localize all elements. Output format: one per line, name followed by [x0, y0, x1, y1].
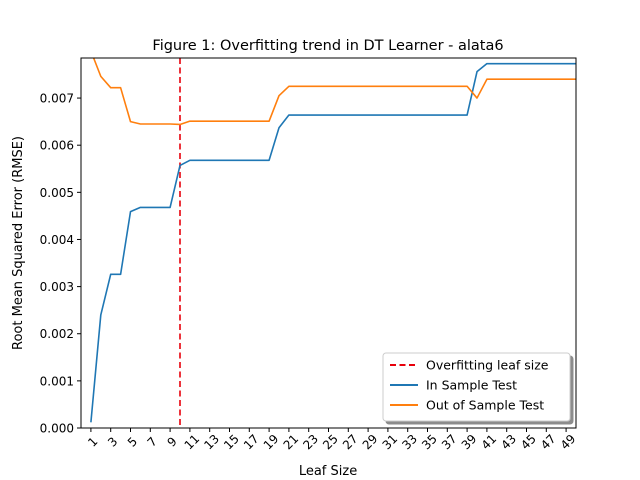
legend-label-out-sample: Out of Sample Test — [426, 398, 544, 413]
y-tick-label: 0.005 — [40, 186, 74, 200]
x-tick-label: 13 — [201, 432, 222, 453]
series-layer — [90, 58, 576, 428]
x-tick-label: 43 — [498, 432, 519, 453]
x-tick-label: 31 — [380, 432, 401, 453]
x-tick-label: 27 — [340, 432, 361, 453]
legend-label-vline: Overfitting leaf size — [426, 358, 549, 373]
y-axis: 0.000 0.001 0.002 0.003 0.004 0.005 0.006 0.007 — [40, 92, 81, 436]
x-tick-label: 23 — [300, 432, 321, 453]
legend-label-in-sample: In Sample Test — [426, 378, 517, 393]
y-axis-label: Root Mean Squared Error (RMSE) — [11, 136, 26, 350]
x-tick-label: 19 — [261, 432, 282, 453]
x-tick-label: 21 — [281, 432, 302, 453]
series-line-out-sample — [92, 58, 576, 126]
x-axis: 1 3 5 7 9 11 13 15 17 19 21 23 25 27 29 31 33 35 37 39 41 43 4… — [85, 428, 578, 452]
y-tick-label: 0.001 — [40, 374, 74, 388]
x-tick-label: 7 — [145, 434, 160, 449]
x-tick-label: 35 — [419, 432, 440, 453]
y-tick-label: 0.000 — [40, 422, 74, 436]
x-tick-label: 1 — [85, 434, 100, 449]
x-tick-label: 33 — [399, 432, 420, 453]
x-tick-label: 39 — [459, 432, 480, 453]
x-tick-label: 47 — [538, 432, 559, 453]
x-tick-label: 41 — [479, 432, 500, 453]
y-tick-label: 0.002 — [40, 327, 74, 341]
y-tick-label: 0.004 — [40, 233, 74, 247]
x-tick-label: 37 — [439, 432, 460, 453]
chart-title: Figure 1: Overfitting trend in DT Learne… — [152, 38, 503, 54]
legend-box — [382, 352, 571, 422]
x-tick-label: 29 — [360, 432, 381, 453]
legend: Overfitting leaf size In Sample Test Out… — [382, 352, 571, 422]
x-tick-label: 45 — [518, 432, 539, 453]
y-tick-label: 0.007 — [40, 92, 74, 106]
x-tick-label: 15 — [221, 432, 242, 453]
x-tick-label: 3 — [105, 434, 120, 449]
y-tick-label: 0.006 — [40, 139, 74, 153]
series-line-in-sample — [90, 62, 576, 423]
x-tick-label: 5 — [125, 434, 140, 449]
y-tick-label: 0.003 — [40, 280, 74, 294]
x-tick-label: 25 — [320, 432, 341, 453]
x-tick-label: 49 — [558, 432, 579, 453]
x-tick-label: 11 — [182, 432, 203, 453]
x-tick-label: 17 — [241, 432, 262, 453]
x-axis-label: Leaf Size — [299, 464, 357, 479]
x-tick-label: 9 — [164, 434, 179, 449]
